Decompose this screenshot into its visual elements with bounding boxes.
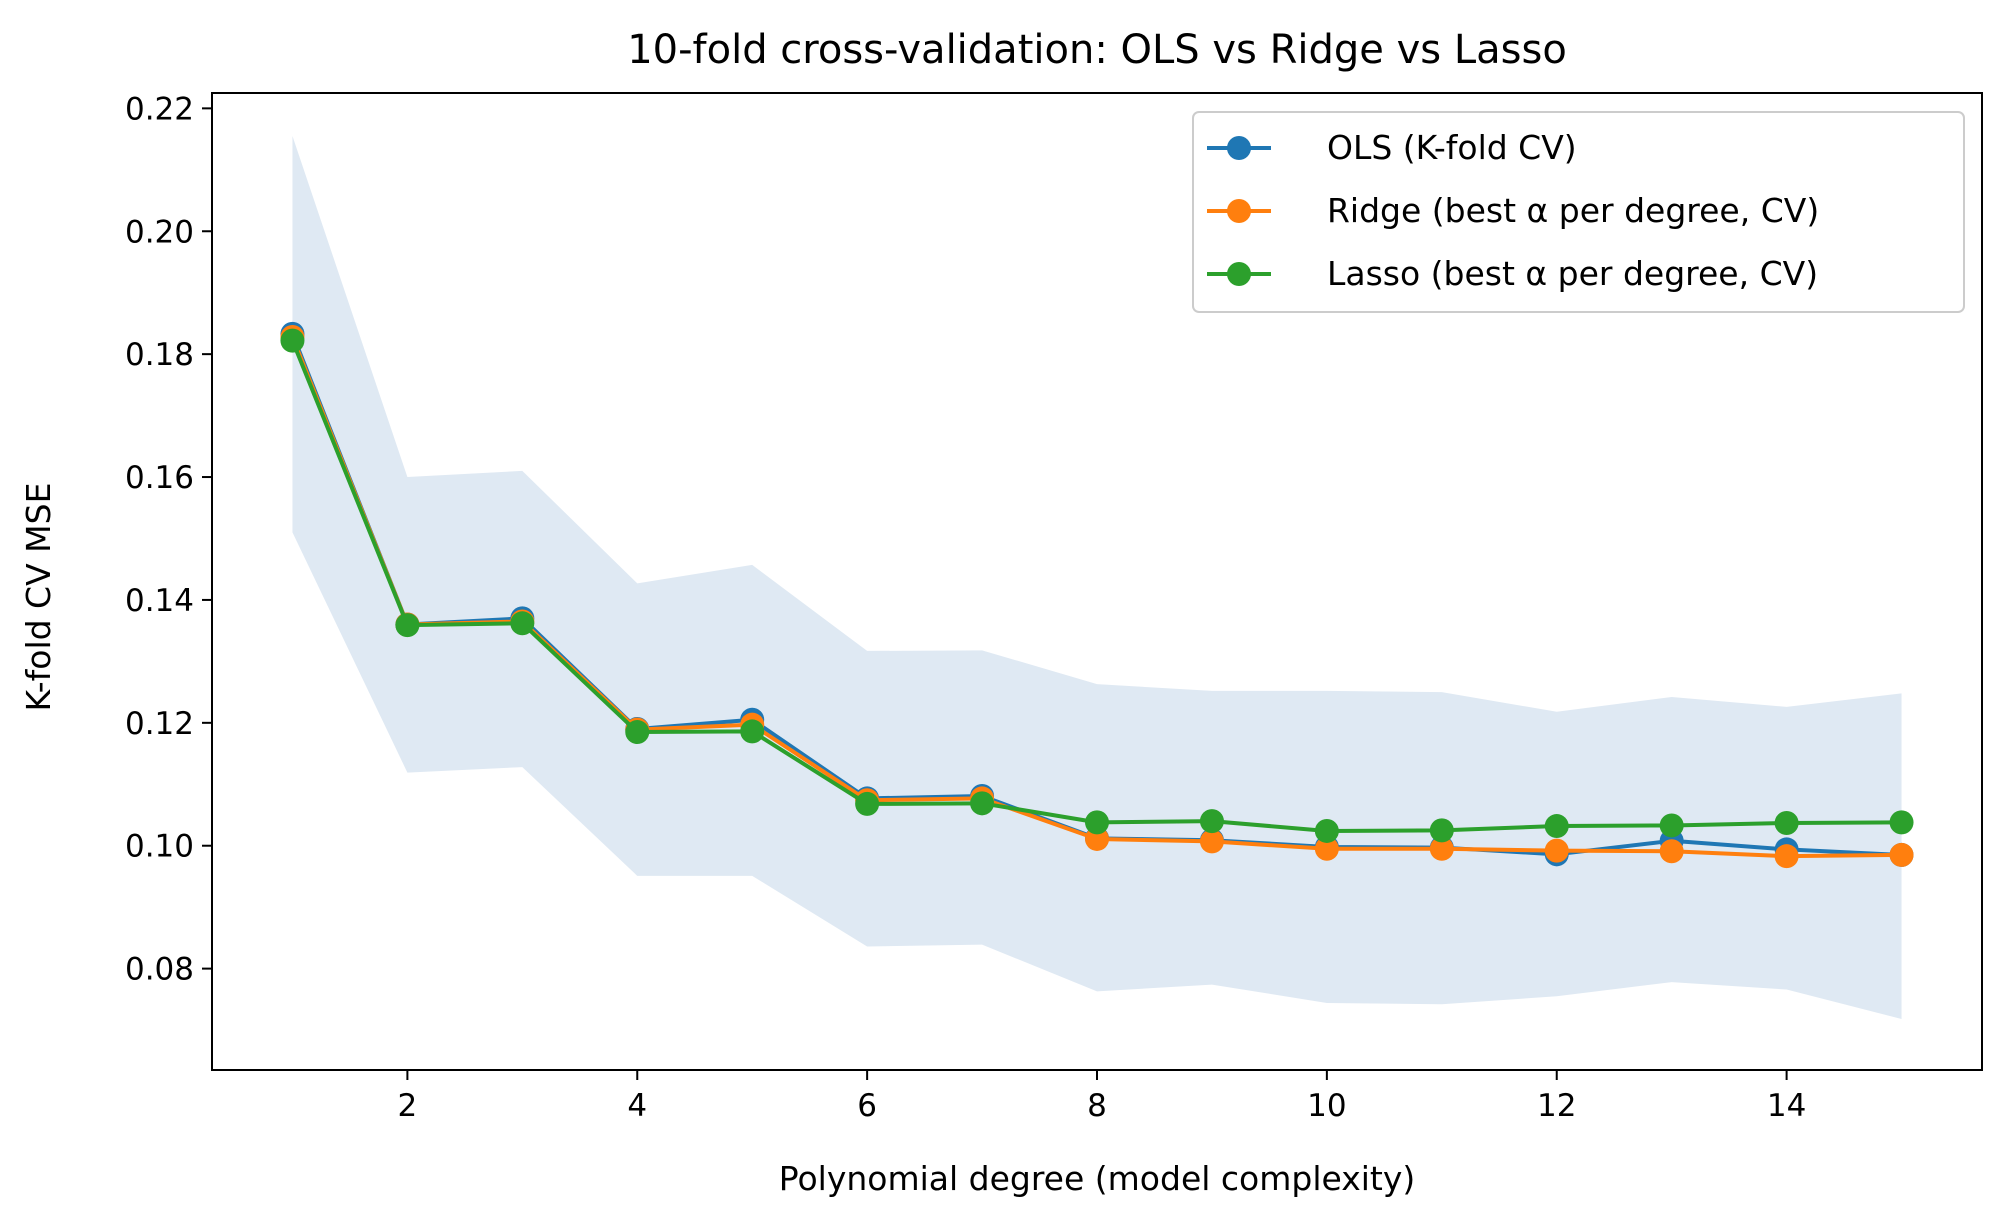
x-tick-label-12: 12 <box>1537 1088 1576 1124</box>
legend-ols-marker <box>1227 136 1251 160</box>
lasso-point-4 <box>625 720 650 745</box>
x-tick-label-2: 2 <box>398 1088 418 1124</box>
x-tick-label-14: 14 <box>1767 1088 1806 1124</box>
axes: 2 4 6 8 10 12 14 0.08 0.10 0.12 0.14 0.16 0.18 0.20 0.… <box>125 91 1983 1124</box>
y-tick-label-0.14: 0.14 <box>125 583 194 619</box>
lasso-point-13 <box>1659 813 1684 838</box>
x-tick-label-4: 4 <box>627 1088 647 1124</box>
lasso-point-14 <box>1774 810 1799 835</box>
ridge-point-12 <box>1544 838 1569 863</box>
y-tick-label-0.08: 0.08 <box>125 952 194 988</box>
lasso-point-15 <box>1889 810 1914 835</box>
legend-lasso-marker <box>1227 262 1251 286</box>
legend-ols-label: OLS (K-fold CV) <box>1327 128 1577 167</box>
ridge-point-15 <box>1889 842 1914 867</box>
lasso-point-1 <box>280 328 305 353</box>
lasso-point-7 <box>970 791 995 816</box>
x-axis-label: Polynomial degree (model complexity) <box>779 1159 1416 1198</box>
plot-area <box>280 136 1914 1019</box>
legend-box <box>1192 111 1965 313</box>
legend: OLS (K-fold CV) Ridge (best α per degree,… <box>1192 111 1965 313</box>
legend-ridge-marker <box>1227 199 1251 223</box>
x-tick-label-6: 6 <box>857 1088 877 1124</box>
lasso-point-5 <box>740 719 765 744</box>
lasso-point-9 <box>1199 809 1224 834</box>
y-tick-label-0.20: 0.20 <box>125 214 194 250</box>
lasso-point-8 <box>1085 810 1109 835</box>
ridge-point-10 <box>1314 836 1339 861</box>
lasso-point-2 <box>395 613 420 638</box>
y-tick-label-0.10: 0.10 <box>125 829 194 865</box>
x-tick-label-8: 8 <box>1087 1088 1107 1124</box>
y-tick-label-0.16: 0.16 <box>125 460 194 496</box>
y-axis-label: K-fold CV MSE <box>19 483 58 712</box>
lasso-point-3 <box>510 611 535 636</box>
ridge-point-11 <box>1429 836 1454 861</box>
y-tick-label-0.12: 0.12 <box>125 706 194 742</box>
chart-title: 10-fold cross-validation: OLS vs Ridge v… <box>627 27 1567 73</box>
lasso-point-6 <box>855 791 880 816</box>
ridge-point-14 <box>1774 844 1799 869</box>
lasso-point-12 <box>1544 814 1569 839</box>
lasso-point-11 <box>1429 818 1454 843</box>
x-tick-label-10: 10 <box>1307 1088 1346 1124</box>
y-tick-label-0.18: 0.18 <box>125 337 194 373</box>
legend-ridge-label: Ridge (best α per degree, CV) <box>1327 191 1819 230</box>
ridge-point-13 <box>1659 839 1684 864</box>
legend-lasso-label: Lasso (best α per degree, CV) <box>1327 254 1818 293</box>
y-tick-label-0.22: 0.22 <box>125 91 194 127</box>
cv-std-band <box>292 136 1902 1019</box>
lasso-point-10 <box>1314 818 1339 843</box>
ridge-point-9 <box>1199 829 1224 854</box>
ridge-point-8 <box>1085 826 1109 851</box>
